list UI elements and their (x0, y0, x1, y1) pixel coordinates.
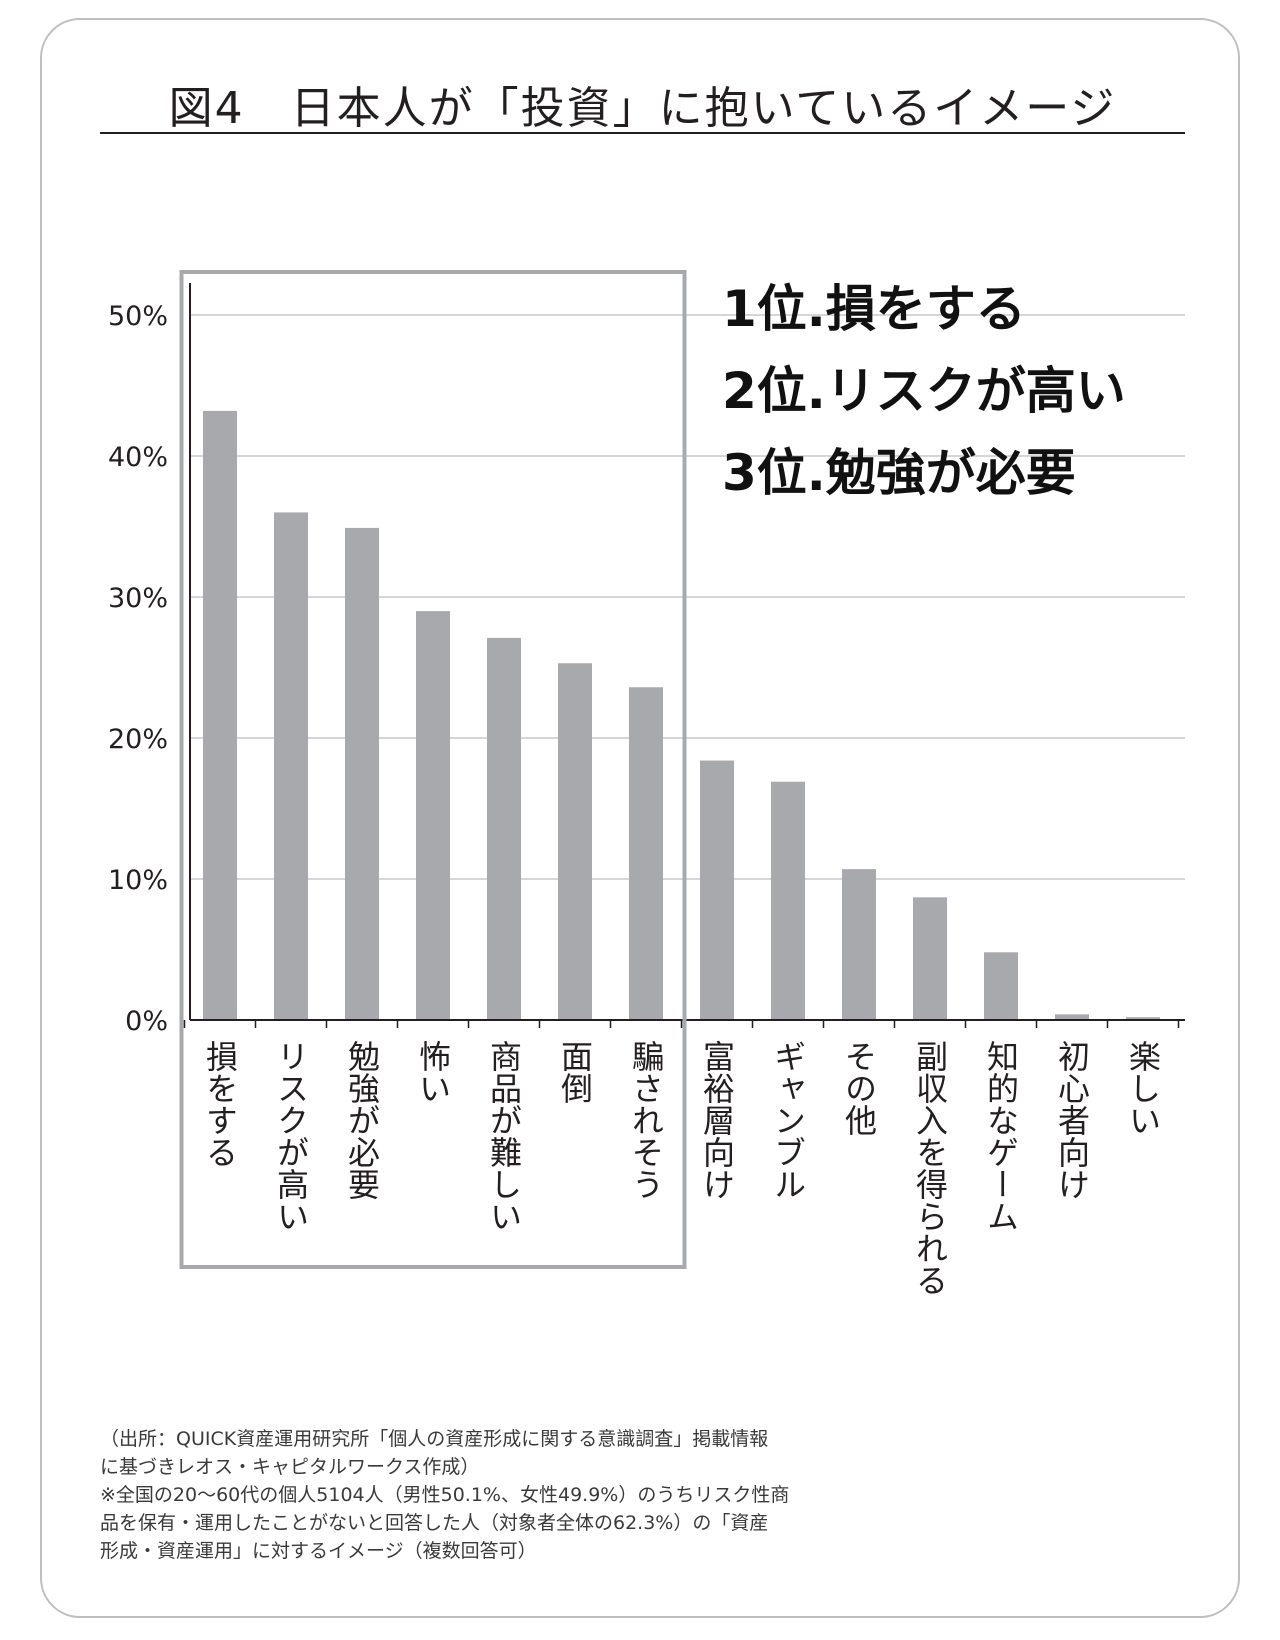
x-tick-label: 騙されそう (627, 1040, 665, 1200)
note-line: ※全国の20〜60代の個人5104人（男性50.1%、女性49.9%）のうちリス… (100, 1484, 790, 1506)
bar (416, 611, 450, 1020)
bar (558, 663, 592, 1020)
bar (771, 781, 805, 1020)
x-tick-label: 勉強が必要 (343, 1040, 381, 1200)
chart-title: 図4 日本人が「投資」に抱いているイメージ (168, 83, 1117, 134)
x-tick-label: 怖い (414, 1040, 452, 1104)
x-tick-label: 初心者向け (1053, 1040, 1091, 1200)
x-tick-label: 損をする (201, 1040, 239, 1168)
note-line: 形成・資産運用」に対するイメージ（複数回答可） (100, 1540, 537, 1562)
top3-rankings: 1位.損をする 2位.リスクが高い 3位.勉強が必要 (722, 268, 1202, 514)
bar (984, 952, 1018, 1020)
y-tick-label: 40% (108, 442, 168, 473)
source-notes: （出所：QUICK資産運用研究所「個人の資産形成に関する意識調査」掲載情報 に基… (100, 1425, 930, 1565)
note-line: （出所：QUICK資産運用研究所「個人の資産形成に関する意識調査」掲載情報 (100, 1428, 769, 1450)
note-line: 品を保有・運用したことがないと回答した人（対象者全体の62.3%）の「資産 (100, 1512, 769, 1534)
bar (203, 410, 237, 1020)
title-underline (100, 132, 1185, 134)
bar (345, 527, 379, 1020)
y-tick-label: 20% (108, 724, 168, 755)
bar (1055, 1014, 1089, 1020)
ranking-2: 2位.リスクが高い (722, 362, 1126, 420)
highlight-box (179, 270, 687, 1269)
y-tick-label: 30% (108, 583, 168, 614)
x-tick-label: 面倒 (556, 1040, 594, 1104)
bar (274, 512, 308, 1020)
ranking-1: 1位.損をする (722, 280, 1026, 338)
x-tick-label: 楽しい (1124, 1040, 1162, 1136)
y-tick-label: 50% (108, 301, 168, 332)
x-tick-label: 副収入を得られる (911, 1040, 949, 1296)
x-tick-label: 富裕層向け (698, 1040, 736, 1200)
x-tick-label: その他 (840, 1040, 878, 1136)
bar (487, 637, 521, 1020)
ranking-3: 3位.勉強が必要 (722, 444, 1076, 502)
bar (842, 869, 876, 1020)
x-tick-label: 商品が難しい (485, 1040, 523, 1232)
bar-chart: 0% 10% 20% 30% 40% 50% 損をする リスクが高い 勉強が必要 怖い 商品が難しい… (108, 270, 1185, 1296)
bar (629, 687, 663, 1020)
y-tick-label: 10% (108, 865, 168, 896)
y-tick-label: 0% (125, 1006, 168, 1037)
x-tick-label: リスクが高い (272, 1040, 310, 1232)
bar (913, 897, 947, 1020)
x-tick-label: ギャンブル (769, 1040, 807, 1200)
bar (700, 760, 734, 1020)
note-line: に基づきレオス・キャピタルワークス作成） (100, 1456, 480, 1478)
x-tick-label: 知的なゲーム (982, 1040, 1020, 1232)
bar (1126, 1017, 1160, 1020)
